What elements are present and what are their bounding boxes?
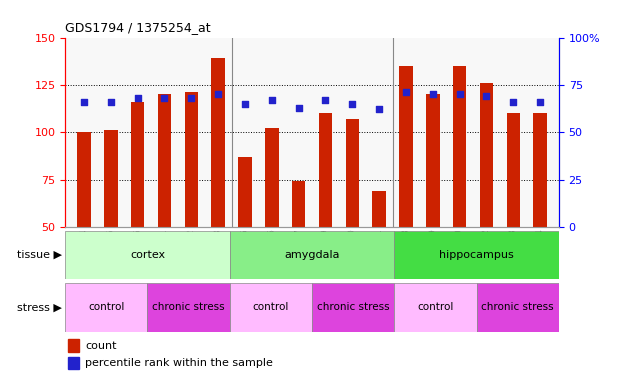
- Bar: [480, 83, 493, 227]
- Text: control: control: [417, 303, 454, 312]
- Point: [320, 97, 330, 103]
- Bar: [507, 113, 520, 227]
- Bar: [453, 66, 466, 227]
- Point: [347, 101, 357, 107]
- Bar: [292, 182, 306, 227]
- Text: chronic stress: chronic stress: [481, 303, 554, 312]
- Point: [160, 95, 170, 101]
- Bar: [265, 128, 278, 227]
- Point: [535, 99, 545, 105]
- Text: cortex: cortex: [130, 250, 165, 260]
- Bar: [238, 157, 252, 227]
- Point: [428, 92, 438, 98]
- Bar: [131, 102, 144, 227]
- Point: [186, 95, 196, 101]
- Bar: [77, 132, 91, 227]
- Point: [481, 93, 491, 99]
- Bar: [184, 92, 198, 227]
- Text: control: control: [88, 303, 125, 312]
- Point: [294, 105, 304, 111]
- Text: percentile rank within the sample: percentile rank within the sample: [85, 358, 273, 368]
- Bar: [104, 130, 117, 227]
- Point: [79, 99, 89, 105]
- Point: [267, 97, 277, 103]
- Text: control: control: [253, 303, 289, 312]
- Point: [213, 92, 223, 98]
- Bar: [68, 339, 78, 352]
- Bar: [312, 283, 394, 332]
- Text: chronic stress: chronic stress: [317, 303, 389, 312]
- Point: [401, 89, 411, 95]
- Bar: [319, 113, 332, 227]
- Point: [455, 92, 465, 98]
- Bar: [148, 283, 230, 332]
- Bar: [399, 66, 413, 227]
- Text: GDS1794 / 1375254_at: GDS1794 / 1375254_at: [65, 21, 211, 34]
- Point: [509, 99, 519, 105]
- Bar: [394, 231, 559, 279]
- Bar: [230, 283, 312, 332]
- Bar: [533, 113, 547, 227]
- Text: chronic stress: chronic stress: [152, 303, 225, 312]
- Bar: [65, 231, 230, 279]
- Bar: [230, 231, 394, 279]
- Bar: [68, 357, 78, 369]
- Text: count: count: [85, 340, 117, 351]
- Point: [106, 99, 116, 105]
- Point: [374, 106, 384, 112]
- Bar: [346, 119, 359, 227]
- Text: amygdala: amygdala: [284, 250, 340, 260]
- Point: [133, 95, 143, 101]
- Text: tissue ▶: tissue ▶: [17, 250, 62, 260]
- Text: hippocampus: hippocampus: [439, 250, 514, 260]
- Bar: [426, 94, 440, 227]
- Text: stress ▶: stress ▶: [17, 303, 62, 312]
- Bar: [65, 283, 148, 332]
- Bar: [477, 283, 559, 332]
- Bar: [158, 94, 171, 227]
- Point: [240, 101, 250, 107]
- Bar: [211, 58, 225, 227]
- Bar: [373, 191, 386, 227]
- Bar: [394, 283, 477, 332]
